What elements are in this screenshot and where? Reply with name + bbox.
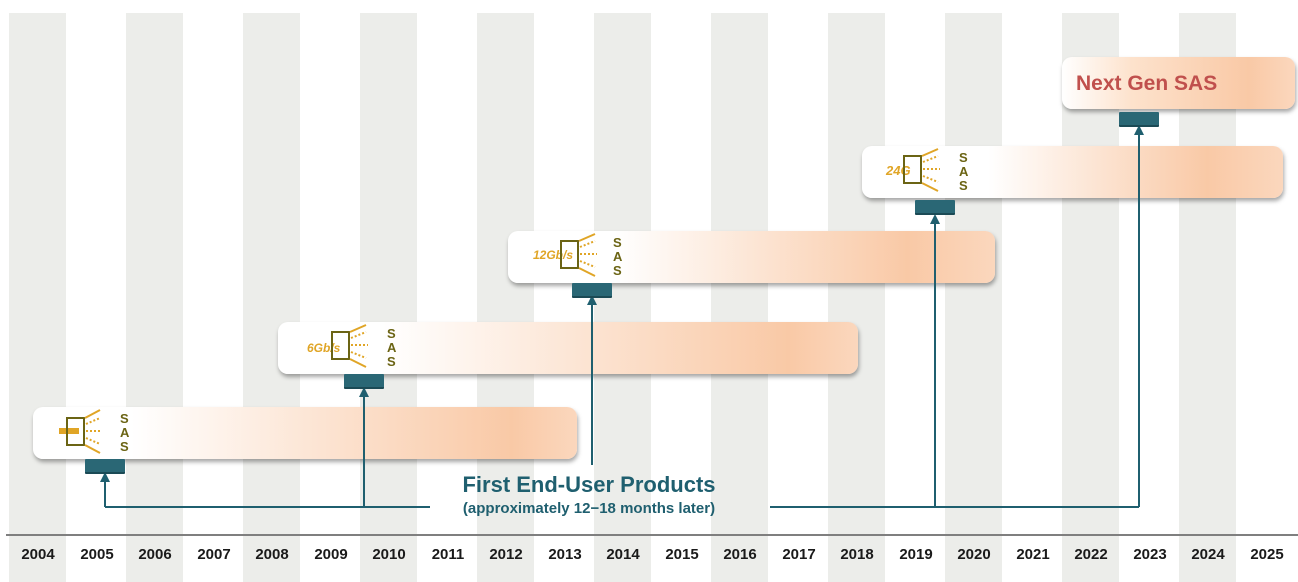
year-label: 2004 — [21, 546, 55, 563]
year-label: 2022 — [1074, 546, 1108, 563]
timeline-axis — [6, 534, 1298, 536]
year-label: 2010 — [372, 546, 406, 563]
sas-logo-6g: 6Gb/s S A S — [304, 323, 404, 378]
svg-text:S: S — [120, 411, 129, 426]
year-band — [828, 13, 885, 582]
year-label: 2012 — [489, 546, 523, 563]
svg-text:A: A — [387, 340, 397, 355]
year-label: 2007 — [197, 546, 231, 563]
year-label: 2016 — [723, 546, 757, 563]
year-band — [477, 13, 534, 582]
year-label: 2021 — [1016, 546, 1050, 563]
year-band — [9, 13, 66, 582]
year-label: 2018 — [840, 546, 874, 563]
sas-signal-icon: 12Gb/s S A S — [533, 233, 623, 278]
caption-subtitle: (approximately 12−18 months later) — [462, 500, 716, 517]
sas-signal-icon: 6Gb/s S A S — [307, 324, 397, 369]
release-marker-sas-12g — [572, 283, 612, 298]
sas-logo-24g: 24G S A S — [884, 147, 984, 202]
svg-text:A: A — [613, 249, 623, 264]
svg-text:S: S — [387, 326, 396, 341]
generation-bar-sas-3g — [33, 407, 577, 459]
year-label: 2014 — [606, 546, 640, 563]
generation-bar-sas-24g — [862, 146, 1283, 198]
release-marker-sas-24g — [915, 200, 955, 215]
year-label: 2023 — [1133, 546, 1167, 563]
year-label: 2025 — [1250, 546, 1284, 563]
sas-signal-icon: S A S — [59, 409, 130, 454]
sas-logo-12g: 12Gb/s S A S — [530, 232, 630, 287]
sas-logo-3g: S A S — [56, 408, 136, 463]
year-band — [126, 13, 183, 582]
year-label: 2006 — [138, 546, 172, 563]
year-label: 2011 — [431, 546, 465, 563]
year-label: 2013 — [548, 546, 582, 563]
generation-bar-sas-12g — [508, 231, 995, 283]
svg-text:S: S — [613, 235, 622, 250]
release-marker-sas-6g — [344, 374, 384, 389]
year-band — [243, 13, 300, 582]
svg-text:A: A — [120, 425, 130, 440]
svg-text:6Gb/s: 6Gb/s — [307, 341, 341, 355]
generation-bar-sas-6g — [278, 322, 858, 374]
svg-text:24G: 24G — [885, 163, 911, 178]
year-label: 2005 — [80, 546, 114, 563]
year-label: 2019 — [899, 546, 933, 563]
generation-bar-next-gen — [1062, 57, 1295, 109]
next-gen-title: Next Gen SAS — [1076, 72, 1218, 95]
svg-text:12Gb/s: 12Gb/s — [533, 248, 573, 262]
release-marker-next-gen — [1119, 112, 1159, 127]
year-label: 2020 — [957, 546, 991, 563]
svg-text:S: S — [613, 263, 622, 278]
year-label: 2017 — [782, 546, 816, 563]
year-label: 2024 — [1191, 546, 1225, 563]
year-label: 2009 — [314, 546, 348, 563]
year-band — [711, 13, 768, 582]
svg-text:S: S — [120, 439, 129, 454]
caption-title: First End-User Products — [462, 472, 716, 497]
svg-text:S: S — [387, 354, 396, 369]
year-label: 2008 — [255, 546, 289, 563]
release-marker-sas-3g — [85, 459, 125, 474]
sas-signal-icon: 24G S A S — [885, 148, 969, 193]
year-band — [360, 13, 417, 582]
year-band — [945, 13, 1002, 582]
svg-text:A: A — [959, 164, 969, 179]
svg-text:S: S — [959, 178, 968, 193]
year-label: 2015 — [665, 546, 699, 563]
svg-text:S: S — [959, 150, 968, 165]
